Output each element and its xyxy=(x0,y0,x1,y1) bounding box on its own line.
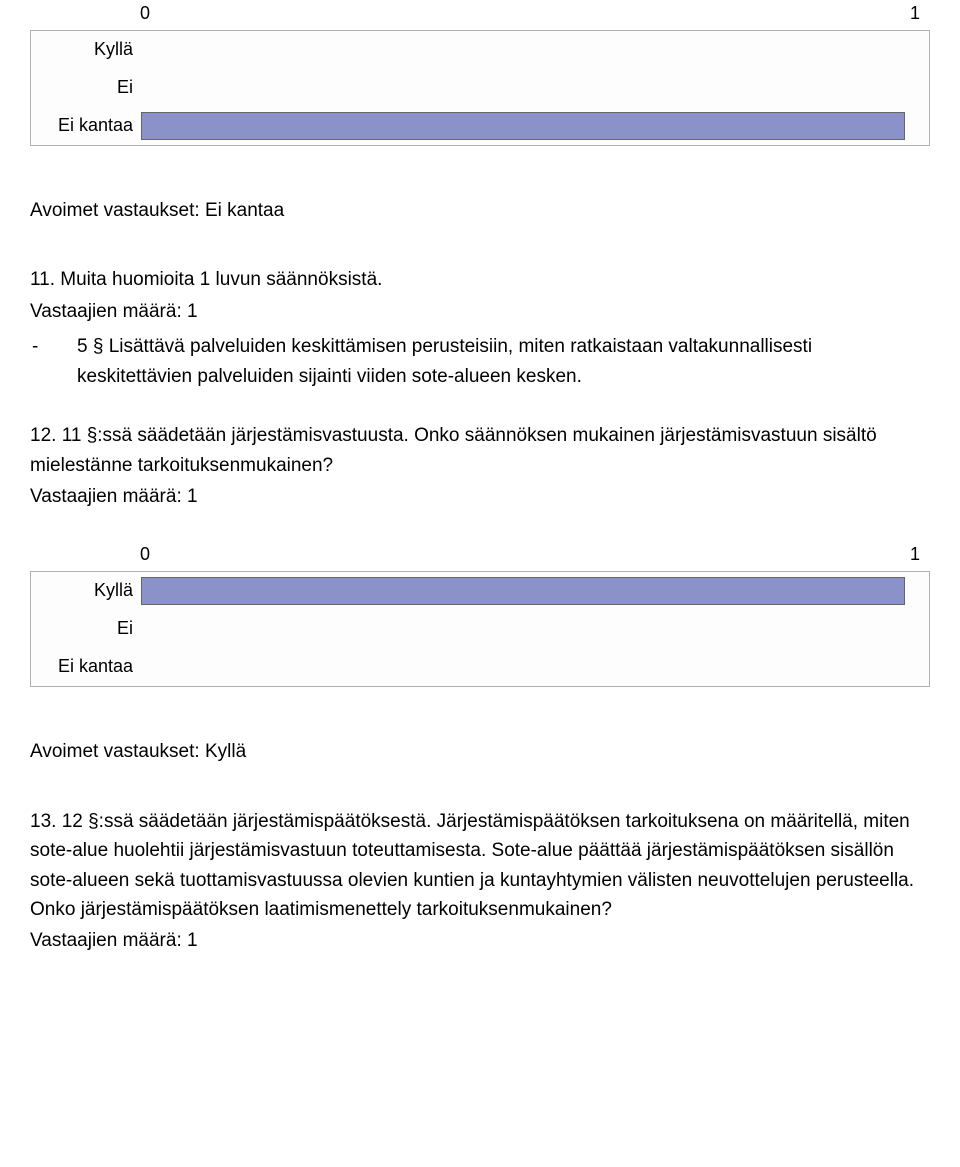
chart-2-xmin: 0 xyxy=(140,541,150,569)
chart-row-label: Kyllä xyxy=(31,577,141,605)
question-11-respondents: Vastaajien määrä: 1 xyxy=(30,297,930,326)
chart-row-track xyxy=(141,107,929,145)
question-11-bullet: - 5 § Lisättävä palveluiden keskittämise… xyxy=(30,332,930,391)
chart-row: Ei xyxy=(31,69,929,107)
question-13-block: 13. 12 §:ssä säädetään järjestämispäätök… xyxy=(30,807,930,956)
chart-row: Kyllä xyxy=(31,572,929,610)
chart-row-label: Kyllä xyxy=(31,36,141,64)
bullet-dash: - xyxy=(32,332,77,391)
chart-row-track xyxy=(141,648,929,686)
question-12-block: 12. 11 §:ssä säädetään järjestämisvastuu… xyxy=(30,421,930,511)
chart-row-label: Ei xyxy=(31,615,141,643)
question-13-text: 13. 12 §:ssä säädetään järjestämispäätök… xyxy=(30,807,930,925)
chart-2-xmax: 1 xyxy=(910,541,920,569)
chart-1: 0 1 Kyllä Ei Ei kantaa xyxy=(30,0,930,146)
chart-1-xmin: 0 xyxy=(140,0,150,28)
open-answers-heading-1: Avoimet vastaukset: Ei kantaa xyxy=(30,196,930,225)
chart-row-track xyxy=(141,69,929,107)
chart-2-body: Kyllä Ei Ei kantaa xyxy=(30,571,930,687)
chart-row-label: Ei xyxy=(31,74,141,102)
question-12-text: 12. 11 §:ssä säädetään järjestämisvastuu… xyxy=(30,421,930,480)
chart-2-axis: 0 1 xyxy=(30,541,930,569)
chart-1-axis: 0 1 xyxy=(30,0,930,28)
chart-row: Kyllä xyxy=(31,31,929,69)
chart-bar xyxy=(141,112,905,140)
question-12-respondents: Vastaajien määrä: 1 xyxy=(30,482,930,511)
chart-row: Ei kantaa xyxy=(31,648,929,686)
question-11-text: 11. Muita huomioita 1 luvun säännöksistä… xyxy=(30,265,930,294)
chart-row-track xyxy=(141,31,929,69)
bullet-text: 5 § Lisättävä palveluiden keskittämisen … xyxy=(77,332,930,391)
chart-1-xmax: 1 xyxy=(910,0,920,28)
chart-row-label: Ei kantaa xyxy=(31,653,141,681)
chart-row: Ei kantaa xyxy=(31,107,929,145)
chart-row-label: Ei kantaa xyxy=(31,112,141,140)
chart-2: 0 1 Kyllä Ei Ei kantaa xyxy=(30,541,930,687)
chart-row-track xyxy=(141,610,929,648)
chart-row-track xyxy=(141,572,929,610)
question-11-block: 11. Muita huomioita 1 luvun säännöksistä… xyxy=(30,265,930,391)
chart-1-body: Kyllä Ei Ei kantaa xyxy=(30,30,930,146)
chart-row: Ei xyxy=(31,610,929,648)
chart-bar xyxy=(141,577,905,605)
question-13-respondents: Vastaajien määrä: 1 xyxy=(30,926,930,955)
open-answers-heading-2: Avoimet vastaukset: Kyllä xyxy=(30,737,930,766)
